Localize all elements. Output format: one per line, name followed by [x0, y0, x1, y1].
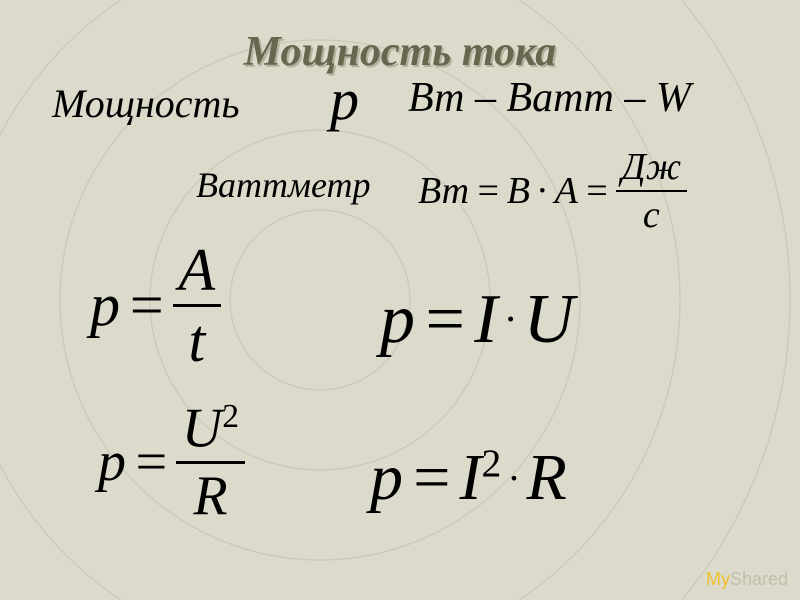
eq2-equals1: =: [475, 169, 501, 213]
f4-exp: 2: [482, 441, 502, 485]
slide-title: Мощность тока Мощность тока: [0, 28, 800, 76]
eq2-fraction: Дж с: [616, 148, 688, 234]
f3-lhs: p: [98, 430, 126, 494]
f3-U: U: [182, 398, 222, 460]
f4-I2: I2: [460, 440, 502, 516]
f2-U: U: [524, 280, 575, 360]
eq2-amp: А: [555, 169, 578, 213]
f3-num: U2: [176, 400, 245, 461]
f1-equals: =: [126, 271, 167, 340]
dash1: –: [475, 75, 507, 121]
f3-den: R: [187, 464, 233, 524]
eq2-equals2: =: [584, 169, 610, 213]
watermark-my: My: [706, 569, 730, 589]
watermark-shared: Shared: [730, 569, 788, 589]
formula-p-equals-U2-over-R: p = U2 R: [98, 400, 245, 524]
eq2-volt: В: [507, 169, 530, 213]
formula-p-equals-A-over-t: p = A t: [90, 240, 221, 371]
eq2-num: Дж: [616, 148, 688, 190]
f4-lhs: p: [370, 440, 403, 516]
f3-fraction: U2 R: [176, 400, 245, 524]
quantity-symbol: p: [330, 66, 359, 133]
unit-w: W: [656, 75, 691, 121]
f1-lhs: p: [90, 271, 120, 340]
f4-equals: =: [409, 440, 454, 516]
eq2-dot: ·: [536, 169, 549, 213]
f2-dot: ·: [504, 296, 518, 344]
f1-den: t: [182, 307, 211, 371]
f2-lhs: p: [380, 280, 415, 360]
unit-vt: Вт: [408, 75, 465, 121]
eq2-den: с: [637, 192, 666, 234]
f1-num: A: [173, 240, 222, 304]
quantity-units: Вт – Ватт – W: [408, 74, 691, 122]
eq2-lhs: Вт: [418, 169, 469, 213]
slide-content: Мощность тока Мощность тока Мощность p В…: [0, 0, 800, 600]
f2-I: I: [474, 280, 497, 360]
unit-equation: Вт = В · А = Дж с: [418, 148, 687, 234]
f4-I: I: [460, 441, 482, 514]
formula-p-equals-I2-R: p = I2 · R: [370, 440, 567, 516]
dash2: –: [624, 75, 656, 121]
instrument-label: Ваттметр: [196, 164, 370, 206]
f4-dot: ·: [507, 455, 520, 501]
f4-R: R: [527, 440, 567, 516]
quantity-label: Мощность: [52, 80, 240, 127]
f1-fraction: A t: [173, 240, 222, 371]
unit-vatt: Ватт: [507, 75, 614, 121]
f3-equals: =: [132, 430, 170, 494]
watermark: MyShared: [706, 569, 788, 590]
f2-equals: =: [421, 280, 468, 360]
f3-exp: 2: [222, 398, 239, 435]
title-text: Мощность тока: [244, 29, 556, 75]
formula-p-equals-I-U: p = I · U: [380, 280, 574, 360]
